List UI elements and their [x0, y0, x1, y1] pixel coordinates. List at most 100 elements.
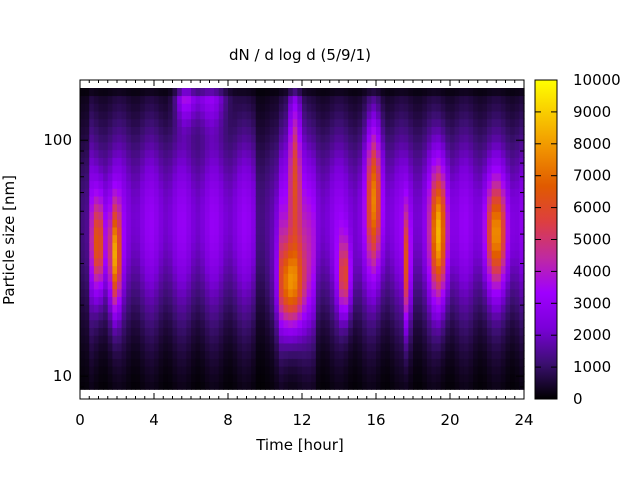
heatmap-cell	[487, 103, 493, 112]
heatmap-cell	[89, 373, 95, 383]
heatmap-cell	[260, 288, 266, 298]
heatmap-cell	[320, 304, 326, 313]
heatmap-cell	[334, 304, 340, 313]
heatmap-cell	[389, 288, 396, 298]
heatmap-cell	[246, 296, 252, 305]
heatmap-cell	[149, 257, 155, 267]
heatmap-cell	[228, 273, 234, 282]
heatmap-cell	[482, 88, 488, 97]
heatmap-cell	[334, 172, 340, 182]
heatmap-cell	[385, 327, 391, 336]
heatmap-cell	[149, 319, 155, 328]
heatmap-cell	[158, 327, 164, 336]
heatmap-cell	[325, 88, 331, 97]
heatmap-cell	[135, 335, 141, 344]
heatmap-cell	[362, 350, 368, 359]
heatmap-cell	[158, 188, 164, 197]
heatmap-cell	[167, 327, 174, 336]
heatmap-cell	[241, 234, 248, 243]
heatmap-cell	[376, 327, 382, 336]
heatmap-cell	[269, 226, 275, 236]
heatmap-cell	[117, 188, 123, 197]
heatmap-cell	[112, 211, 118, 220]
heatmap-cell	[343, 319, 349, 328]
heatmap-cell	[228, 203, 234, 213]
heatmap-cell	[436, 358, 442, 367]
heatmap-cell	[491, 226, 497, 236]
heatmap-cell	[172, 281, 178, 290]
heatmap-cell	[394, 203, 400, 213]
heatmap-cell	[181, 126, 187, 135]
heatmap-cell	[251, 250, 257, 259]
heatmap-cell	[278, 381, 285, 390]
heatmap-cell	[246, 273, 252, 282]
heatmap-cell	[228, 226, 234, 236]
heatmap-cell	[209, 195, 215, 205]
heatmap-cell	[241, 311, 248, 321]
heatmap-cell	[177, 226, 183, 236]
heatmap-cell	[117, 273, 123, 282]
heatmap-cell	[389, 342, 396, 352]
heatmap-cell	[496, 281, 502, 290]
heatmap-cell	[302, 265, 308, 274]
heatmap-cell	[255, 110, 261, 120]
heatmap-cell	[112, 319, 118, 328]
heatmap-cell	[482, 180, 488, 189]
heatmap-cell	[84, 250, 90, 259]
heatmap-cell	[413, 296, 419, 305]
heatmap-cell	[126, 311, 132, 321]
heatmap-cell	[514, 118, 520, 127]
heatmap-cell	[334, 103, 340, 112]
heatmap-cell	[454, 95, 460, 104]
heatmap-cell	[228, 265, 234, 274]
heatmap-cell	[93, 366, 100, 375]
heatmap-cell	[519, 358, 525, 367]
heatmap-cell	[209, 234, 215, 243]
heatmap-cell	[269, 103, 275, 112]
heatmap-cell	[417, 242, 423, 251]
heatmap-cell	[519, 311, 525, 321]
heatmap-cell	[140, 311, 146, 321]
heatmap-cell	[459, 373, 465, 383]
heatmap-cell	[278, 188, 285, 197]
heatmap-cell	[454, 342, 460, 352]
heatmap-cell	[431, 134, 437, 143]
heatmap-cell	[107, 373, 113, 383]
heatmap-cell	[251, 203, 257, 213]
heatmap-cell	[251, 118, 257, 127]
heatmap-cell	[440, 195, 446, 205]
heatmap-cell	[283, 288, 289, 298]
heatmap-cell	[98, 188, 104, 197]
heatmap-cell	[200, 311, 206, 321]
heatmap-cell	[468, 296, 474, 305]
heatmap-cell	[389, 118, 396, 127]
heatmap-cell	[121, 211, 127, 220]
heatmap-cell	[417, 165, 423, 174]
heatmap-cell	[334, 257, 340, 267]
heatmap-cell	[232, 219, 238, 228]
heatmap-cell	[269, 157, 275, 166]
heatmap-cell	[98, 203, 104, 213]
heatmap-cell	[260, 327, 266, 336]
heatmap-cell	[149, 95, 155, 104]
heatmap-cell	[454, 265, 460, 274]
heatmap-cell	[394, 118, 400, 127]
heatmap-cell	[107, 358, 113, 367]
heatmap-cell	[306, 118, 312, 127]
heatmap-cell	[339, 288, 345, 298]
heatmap-cell	[260, 250, 266, 259]
heatmap-cell	[366, 172, 372, 182]
heatmap-cell	[352, 296, 359, 305]
heatmap-cell	[426, 265, 433, 274]
heatmap-cell	[223, 304, 229, 313]
heatmap-cell	[487, 211, 493, 220]
heatmap-cell	[403, 342, 409, 352]
heatmap-cell	[468, 311, 474, 321]
heatmap-cell	[84, 366, 90, 375]
heatmap-cell	[487, 149, 493, 158]
heatmap-cell	[163, 304, 169, 313]
heatmap-cell	[477, 134, 483, 143]
heatmap-cell	[195, 219, 201, 228]
heatmap-cell	[413, 250, 419, 259]
heatmap-cell	[477, 211, 483, 220]
